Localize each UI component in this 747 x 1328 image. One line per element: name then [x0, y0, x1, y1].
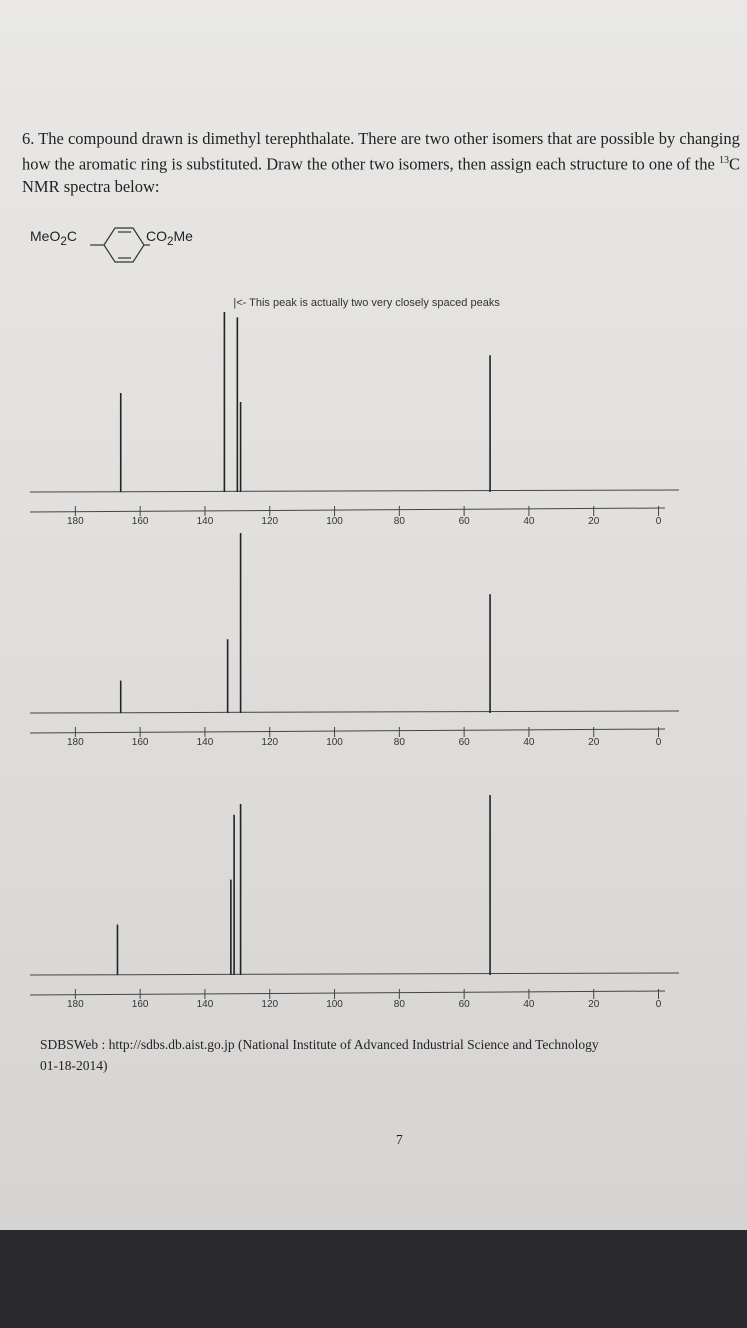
x-axis [29, 507, 666, 513]
x-tick-label: 180 [67, 516, 84, 527]
formula: C [66, 228, 77, 244]
superscript: 13 [718, 155, 729, 166]
question-text: C NMR spectra below: [22, 154, 740, 196]
x-tick-label: 100 [326, 516, 343, 527]
x-tick-label: 60 [459, 737, 471, 748]
x-tick-label: 180 [67, 999, 84, 1010]
annotation: |<- This peak is actually two very close… [233, 297, 500, 309]
formula: 2 [167, 234, 174, 248]
x-tick-label: 0 [656, 737, 662, 748]
x-tick-label: 120 [261, 737, 278, 748]
x-tick-label: 80 [394, 737, 406, 748]
x-tick-label: 20 [588, 516, 600, 527]
baseline [29, 710, 680, 714]
formula: 2 [60, 234, 67, 248]
x-tick-label: 60 [459, 999, 471, 1010]
x-tick-label: 160 [132, 737, 149, 748]
x-tick-label: 40 [523, 737, 535, 748]
substituent: CO2Me [146, 228, 193, 248]
x-tick-label: 0 [656, 999, 662, 1010]
formula: MeO [30, 228, 61, 244]
x-tick-label: 140 [197, 737, 214, 748]
date: 01-18-2014) [40, 1058, 108, 1073]
x-tick-label: 100 [326, 999, 343, 1010]
x-tick-label: 40 [523, 516, 535, 527]
substituent: MeO2C [30, 228, 77, 248]
paper: 6. The compound drawn is dimethyl tereph… [0, 0, 747, 1230]
baseline [29, 489, 680, 493]
formula: Me [173, 228, 193, 244]
x-tick-label: 60 [459, 516, 471, 527]
x-tick-label: 100 [326, 737, 343, 748]
question: 6. The compound drawn is dimethyl tereph… [22, 128, 740, 198]
x-tick-label: 20 [588, 999, 600, 1010]
x-tick-label: 40 [523, 999, 535, 1010]
source: SDBSWeb : http://sdbs.db.aist.go.jp (Nat… [40, 1037, 599, 1052]
x-axis [29, 990, 666, 996]
benzene-ring [90, 227, 150, 263]
x-tick-label: 20 [588, 737, 600, 748]
x-axis [29, 728, 666, 734]
question-text: 6. The compound drawn is dimethyl tereph… [22, 129, 740, 174]
x-tick-label: 0 [656, 516, 662, 527]
x-tick-label: 180 [67, 737, 84, 748]
formula: CO [146, 228, 167, 244]
page-number: 7 [396, 1132, 403, 1147]
x-tick-label: 140 [197, 999, 214, 1010]
x-tick-label: 160 [132, 516, 149, 527]
x-tick-label: 120 [261, 999, 278, 1010]
x-tick-label: 160 [132, 999, 149, 1010]
x-tick-label: 80 [394, 516, 406, 527]
x-tick-label: 80 [394, 999, 406, 1010]
baseline [29, 972, 680, 976]
x-tick-label: 140 [197, 516, 214, 527]
x-tick-label: 120 [261, 516, 278, 527]
